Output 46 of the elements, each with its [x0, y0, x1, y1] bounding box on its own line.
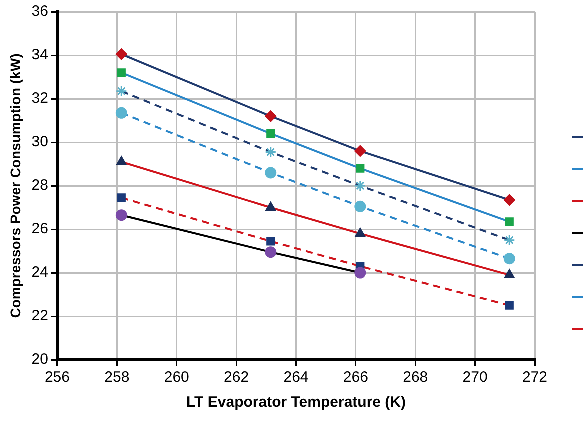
point: [354, 267, 366, 279]
y-tick-label: 36: [32, 3, 48, 20]
x-tick-label: 266: [343, 369, 368, 386]
x-tick-label: 268: [403, 369, 428, 386]
y-tick-label: 26: [32, 220, 48, 238]
point: [265, 110, 277, 122]
y-tick-label: 22: [32, 308, 48, 325]
point: [505, 301, 514, 310]
point: [266, 237, 276, 246]
x-tick-label: 270: [462, 369, 488, 386]
x-axis-title: LT Evaporator Temperature (K): [186, 394, 406, 412]
point: [504, 234, 516, 246]
point: [116, 210, 128, 222]
y-tick-label: 32: [32, 90, 48, 108]
point: [116, 86, 128, 98]
point: [354, 200, 366, 212]
point: [354, 145, 366, 157]
x-tick-label: 262: [224, 369, 250, 386]
point: [355, 228, 366, 238]
point: [356, 164, 365, 173]
y-tick-label: 24: [32, 264, 48, 282]
point: [504, 194, 516, 206]
point: [504, 269, 515, 278]
y-tick-label: 30: [32, 134, 48, 151]
x-tick-label: 264: [284, 369, 309, 386]
point: [266, 202, 276, 211]
point: [116, 48, 128, 60]
point: [504, 253, 516, 265]
point: [116, 156, 127, 166]
point: [117, 194, 126, 202]
y-tick-label: 20: [32, 351, 48, 368]
point: [265, 146, 277, 158]
point: [505, 218, 514, 226]
point: [117, 68, 126, 78]
point: [265, 167, 277, 179]
y-axis-title: Compressors Power Consumption (kW): [7, 54, 24, 318]
y-tick-label: 34: [32, 46, 48, 64]
x-tick-label: 272: [522, 369, 548, 386]
point: [265, 246, 277, 258]
x-tick-label: 260: [164, 369, 190, 386]
y-tick-label: 28: [32, 177, 48, 194]
x-tick-label: 256: [44, 369, 70, 386]
point: [354, 180, 366, 192]
point: [116, 107, 128, 119]
x-tick-label: 258: [104, 369, 130, 386]
point: [266, 130, 276, 138]
